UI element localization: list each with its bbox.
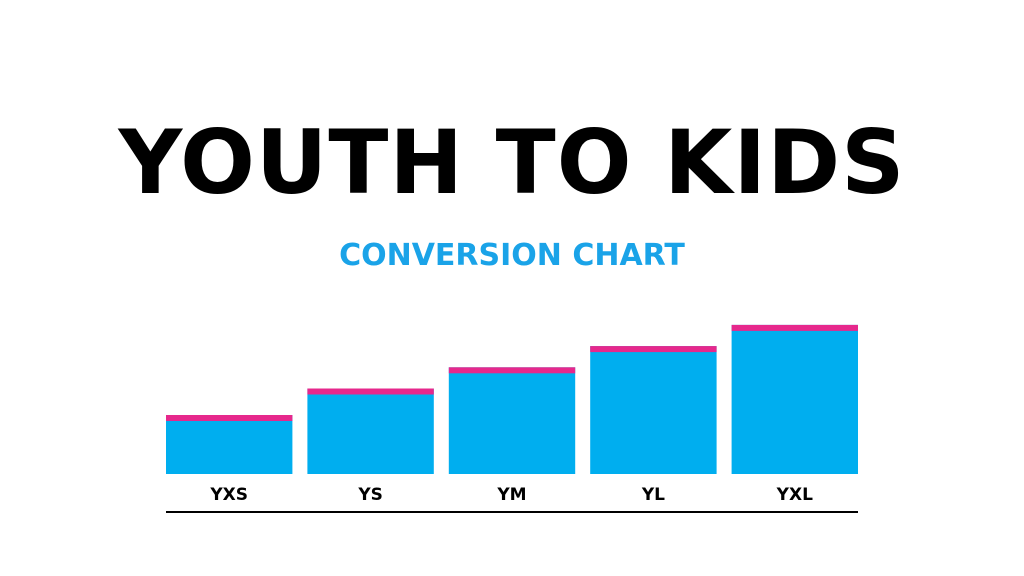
bar-ys [307,388,434,474]
category-label-ym: YM [496,485,526,505]
category-label-yxs: YXS [209,485,248,505]
bar-yxl [731,324,858,474]
bars-group [166,324,858,474]
category-labels-group: YXS YS YM YL YXL [209,485,813,505]
category-label-yxl: YXL [776,485,813,505]
bar-ym [448,367,576,474]
category-label-ys: YS [357,485,383,505]
bar-yl [590,346,717,474]
category-label-yl: YL [641,485,665,505]
bar-cap-ym [448,367,576,374]
bar-cap-yxl [731,324,858,331]
bar-yxs [166,415,293,474]
page-subtitle: CONVERSION CHART [339,238,685,273]
bar-cap-yxs [166,415,293,421]
bar-cap-ys [307,388,434,395]
bar-cap-yl [590,346,717,353]
page-title: YOUTH TO KIDS [118,111,906,214]
